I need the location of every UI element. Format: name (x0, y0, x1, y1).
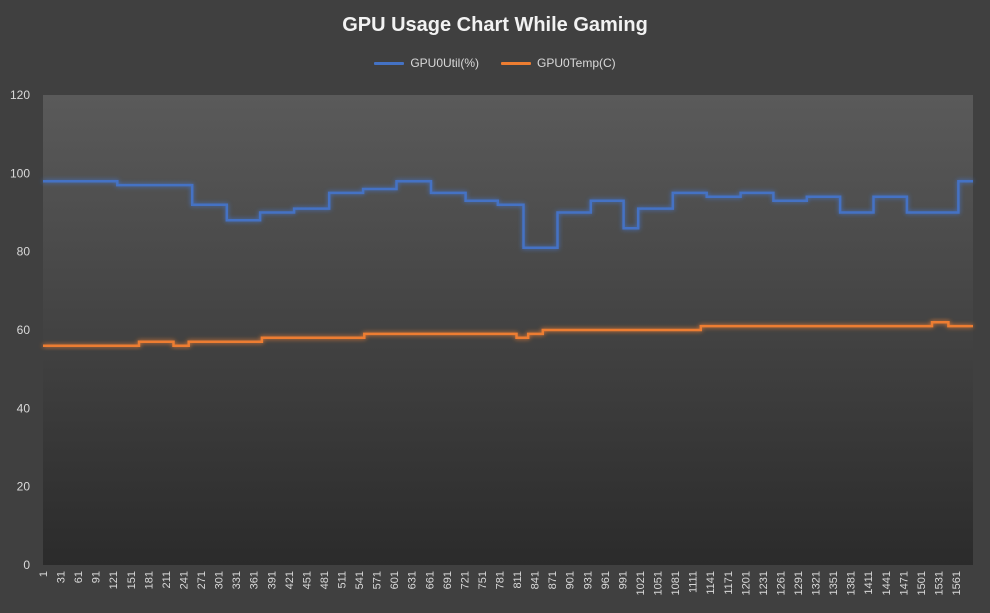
x-tick-label: 511 (336, 571, 348, 589)
y-axis-ticks: 0 20 40 60 80 100 120 (10, 88, 30, 572)
x-tick-label: 1081 (670, 571, 682, 595)
series-line-gpu-util (43, 179, 973, 250)
y-tick-label: 60 (17, 323, 31, 337)
x-tick-label: 721 (459, 571, 471, 589)
x-tick-label: 1201 (740, 571, 752, 595)
x-tick-label: 211 (161, 571, 173, 589)
y-tick-label: 40 (17, 401, 31, 415)
x-tick-label: 1561 (951, 571, 963, 595)
legend-label-temp: GPU0Temp(C) (536, 56, 616, 70)
x-tick-label: 1111 (688, 571, 700, 593)
y-tick-label: 20 (17, 480, 31, 494)
x-tick-label: 631 (407, 571, 419, 589)
x-tick-label: 811 (512, 571, 524, 589)
x-tick-label: 1501 (916, 571, 928, 595)
x-tick-label: 1531 (933, 571, 945, 595)
x-tick-label: 571 (372, 571, 384, 589)
legend-swatch-temp (500, 61, 531, 65)
x-tick-label: 1231 (758, 571, 770, 595)
chart-legend: GPU0Util(%) GPU0Temp(C) (0, 56, 990, 70)
y-tick-label: 80 (17, 245, 31, 259)
x-tick-label: 271 (196, 571, 208, 589)
plot-background (43, 95, 973, 565)
x-tick-label: 1351 (828, 571, 840, 595)
x-tick-label: 391 (266, 571, 278, 589)
x-tick-label: 361 (249, 571, 261, 589)
x-tick-label: 1411 (863, 571, 875, 595)
x-tick-label: 1291 (793, 571, 805, 595)
x-axis-ticks: 1 31 61 91 121 151 181 211 241 271 301 331 361 391 421… (38, 571, 963, 595)
series-lines (43, 179, 973, 347)
x-tick-label: 931 (582, 571, 594, 589)
x-tick-label: 1051 (653, 571, 665, 595)
x-tick-label: 331 (231, 571, 243, 589)
x-tick-label: 1141 (705, 571, 717, 595)
chart-title: GPU Usage Chart While Gaming (342, 14, 648, 36)
x-tick-label: 91 (91, 571, 103, 583)
x-tick-label: 451 (301, 571, 313, 589)
x-tick-label: 541 (354, 571, 366, 589)
x-tick-label: 1471 (898, 571, 910, 595)
x-tick-label: 241 (178, 571, 190, 589)
x-tick-label: 991 (617, 571, 629, 589)
y-tick-label: 0 (23, 558, 30, 572)
legend-item-temp: GPU0Temp(C) (500, 56, 616, 70)
legend-swatch-util (374, 61, 405, 65)
x-tick-label: 1261 (775, 571, 787, 595)
x-tick-label: 151 (126, 571, 138, 589)
x-tick-label: 1 (38, 571, 50, 577)
x-tick-label: 601 (389, 571, 401, 589)
x-tick-label: 481 (319, 571, 331, 589)
x-tick-label: 1171 (723, 571, 735, 595)
x-tick-label: 121 (108, 571, 120, 589)
y-tick-label: 100 (10, 166, 30, 180)
legend-label-util: GPU0Util(%) (410, 56, 479, 70)
x-tick-label: 661 (424, 571, 436, 589)
x-tick-label: 751 (477, 571, 489, 589)
y-tick-label: 120 (10, 88, 30, 102)
x-tick-label: 301 (214, 571, 226, 589)
x-tick-label: 1321 (811, 571, 823, 595)
legend-item-util: GPU0Util(%) (374, 56, 479, 70)
x-tick-label: 841 (530, 571, 542, 589)
x-tick-label: 901 (565, 571, 577, 589)
x-tick-label: 1441 (881, 571, 893, 595)
x-tick-label: 691 (442, 571, 454, 589)
x-tick-label: 871 (547, 571, 559, 589)
x-tick-label: 781 (495, 571, 507, 589)
series-line-gpu-temp (43, 320, 973, 347)
x-tick-label: 421 (284, 571, 296, 589)
x-tick-label: 1381 (846, 571, 858, 595)
x-tick-label: 61 (73, 571, 85, 583)
x-tick-label: 181 (143, 571, 155, 589)
x-tick-label: 961 (600, 571, 612, 589)
x-tick-label: 1021 (635, 571, 647, 595)
x-tick-label: 31 (56, 571, 68, 583)
